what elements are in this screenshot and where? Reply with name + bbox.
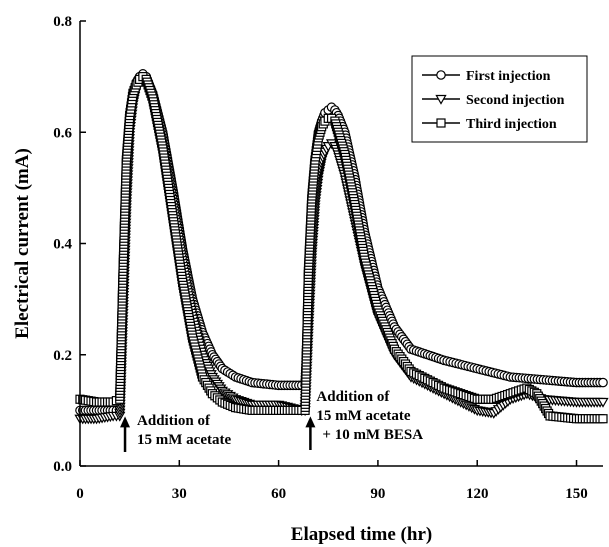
- annotation-text: 15 mM acetate: [316, 408, 410, 424]
- legend-label: Second injection: [466, 93, 565, 108]
- annotation-2: Addition of 15 mM acetate + 10 mM BESA: [305, 389, 423, 450]
- y-tick-label: 0.4: [53, 237, 72, 253]
- y-tick-label: 0.0: [53, 459, 72, 475]
- legend-marker: [435, 94, 447, 105]
- x-tick-label: 0: [76, 486, 84, 502]
- data-point: [598, 377, 608, 388]
- annotation-text: Addition of: [137, 413, 211, 429]
- legend-item-1: First injection: [422, 69, 551, 84]
- legend-label: Third injection: [466, 117, 557, 132]
- legend-label: First injection: [466, 69, 551, 84]
- x-tick-label: 60: [271, 486, 286, 502]
- annotation-text: Addition of: [316, 389, 390, 405]
- x-tick-label: 150: [565, 486, 588, 502]
- annotation-arrow-head: [305, 416, 316, 428]
- y-tick-label: 0.8: [53, 14, 72, 30]
- legend-marker: [436, 70, 446, 80]
- annotation-text: 15 mM acetate: [137, 432, 231, 448]
- data-point: [597, 397, 609, 408]
- x-tick-label: 90: [370, 486, 385, 502]
- legend-item-2: Second injection: [422, 93, 565, 108]
- legend-marker: [436, 118, 446, 128]
- annotation-1: Addition of 15 mM acetate: [120, 413, 231, 452]
- annotations: Addition of 15 mM acetate Addition of 15 mM…: [120, 389, 423, 452]
- x-tick-label: 120: [466, 486, 489, 502]
- y-tick-label: 0.6: [53, 125, 72, 141]
- ticks: 0.0 0.2 0.4 0.6 0.8 0 30 60 90 120 150: [53, 14, 588, 502]
- x-axis-title: Elapsed time (hr): [291, 524, 432, 545]
- legend-item-3: Third injection: [422, 117, 557, 132]
- annotation-text: + 10 mM BESA: [322, 427, 423, 443]
- y-tick-label: 0.2: [53, 348, 72, 364]
- annotation-arrow-head: [120, 416, 131, 428]
- x-tick-label: 30: [172, 486, 187, 502]
- y-axis-title: Electrical current (mA): [12, 148, 33, 339]
- series-layer: [74, 69, 609, 425]
- data-point: [598, 414, 608, 424]
- legend: First injection Second injection Third inj…: [411, 55, 588, 143]
- series-3: [75, 72, 608, 424]
- legend-items: First injection Second injection Third inj…: [422, 69, 565, 132]
